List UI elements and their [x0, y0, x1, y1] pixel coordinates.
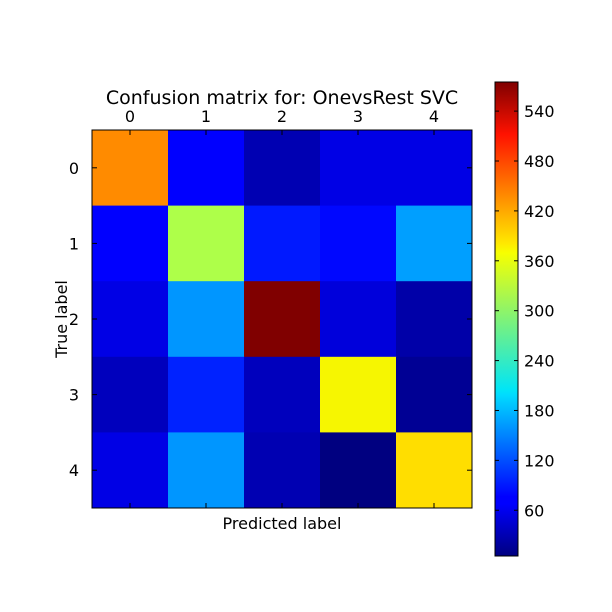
- heatmap-cell: [320, 356, 397, 433]
- x-tick-label: 2: [277, 107, 287, 126]
- heatmap-cell: [92, 205, 169, 282]
- colorbar-tick-label: 120: [524, 451, 555, 470]
- colorbar-tick-label: 360: [524, 252, 555, 271]
- colorbar-tick-label: 240: [524, 352, 555, 371]
- heatmap-cell: [92, 432, 169, 509]
- heatmap-cell: [244, 432, 321, 509]
- heatmap-cell: [92, 356, 169, 433]
- x-tick-label: 1: [201, 107, 211, 126]
- heatmap-cell: [396, 432, 473, 509]
- y-tick-label: 3: [69, 386, 79, 405]
- heatmap-cell: [396, 205, 473, 282]
- heatmap-cell: [320, 130, 397, 207]
- heatmap-cell: [320, 205, 397, 282]
- x-tick-label: 0: [125, 107, 135, 126]
- heatmap-cell: [168, 281, 245, 358]
- colorbar: [494, 81, 519, 557]
- heatmap-cell: [92, 130, 169, 207]
- heatmap-cell: [396, 356, 473, 433]
- heatmap-cell: [244, 281, 321, 358]
- colorbar-tick-label: 420: [524, 202, 555, 221]
- y-axis-label: True label: [52, 280, 71, 359]
- x-tick-label: 3: [353, 107, 363, 126]
- heatmap-cell: [320, 432, 397, 509]
- heatmap-cell: [168, 432, 245, 509]
- heatmap-cell: [396, 281, 473, 358]
- colorbar-tick-label: 540: [524, 102, 555, 121]
- y-tick-label: 0: [69, 159, 79, 178]
- y-tick-label: 2: [69, 310, 79, 329]
- x-tick-labels: 0 1 2 3 4: [125, 107, 439, 508]
- chart-title: Confusion matrix for: OnevsRest SVC: [106, 87, 458, 109]
- colorbar-ticks: 60 120 180 240 300 360 420 480 540: [495, 102, 555, 520]
- colorbar-tick-label: 60: [524, 501, 544, 520]
- heatmap-cell: [320, 281, 397, 358]
- heatmap-cell: [168, 130, 245, 207]
- y-tick-label: 4: [69, 461, 79, 480]
- y-tick-labels: 0 1 2 3 4: [69, 159, 472, 480]
- heatmap-cells: [92, 130, 473, 509]
- colorbar-tick-label: 180: [524, 401, 555, 420]
- heatmap-cell: [92, 281, 169, 358]
- y-tick-label: 1: [69, 234, 79, 253]
- heatmap-cell: [396, 130, 473, 207]
- colorbar-tick-label: 480: [524, 152, 555, 171]
- heatmap-cell: [244, 130, 321, 207]
- heatmap-cell: [244, 205, 321, 282]
- colorbar-tick-label: 300: [524, 302, 555, 321]
- heatmap-cell: [168, 356, 245, 433]
- x-axis-label: Predicted label: [223, 514, 342, 533]
- heatmap-cell: [168, 205, 245, 282]
- x-tick-label: 4: [429, 107, 439, 126]
- heatmap-cell: [244, 356, 321, 433]
